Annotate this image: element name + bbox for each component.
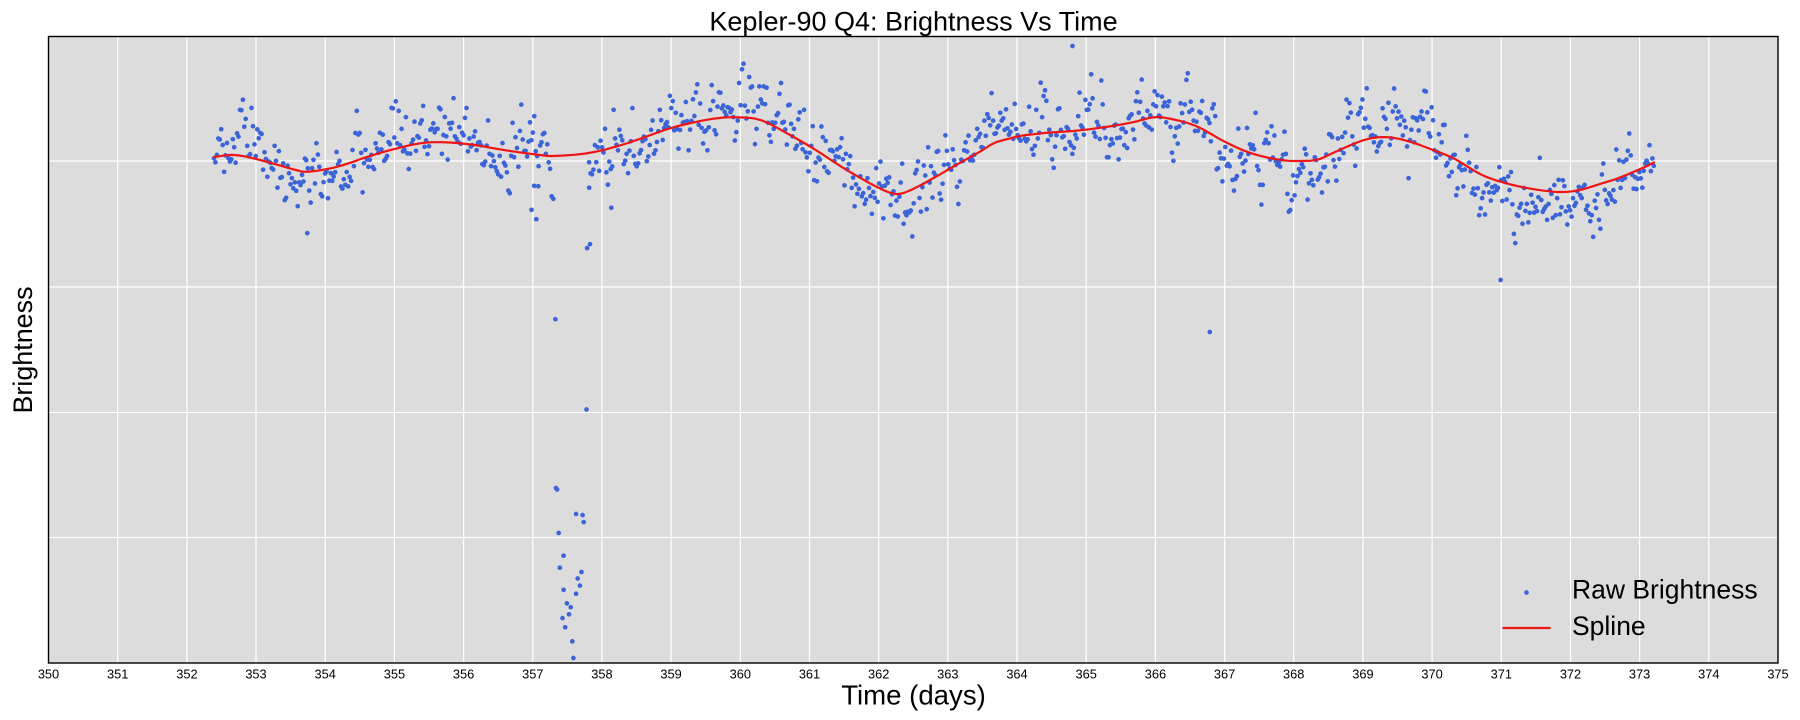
svg-text:354: 354: [315, 667, 336, 682]
svg-text:363: 363: [937, 667, 958, 682]
svg-text:365: 365: [1076, 667, 1097, 682]
svg-text:359: 359: [660, 667, 681, 682]
svg-text:373: 373: [1629, 667, 1650, 682]
svg-text:Kepler-90 Q4: Brightness Vs Ti: Kepler-90 Q4: Brightness Vs Time: [709, 7, 1117, 37]
svg-text:375: 375: [1767, 667, 1788, 682]
svg-text:352: 352: [176, 667, 197, 682]
svg-text:367: 367: [1214, 667, 1235, 682]
svg-text:361: 361: [799, 667, 820, 682]
svg-text:Brightness: Brightness: [8, 286, 38, 413]
svg-text:Spline: Spline: [1572, 611, 1646, 641]
svg-text:372: 372: [1560, 667, 1581, 682]
svg-text:353: 353: [245, 667, 266, 682]
svg-text:358: 358: [591, 667, 612, 682]
svg-text:374: 374: [1698, 667, 1719, 682]
svg-text:368: 368: [1283, 667, 1304, 682]
svg-text:350: 350: [38, 667, 59, 682]
svg-text:371: 371: [1491, 667, 1512, 682]
svg-text:369: 369: [1352, 667, 1373, 682]
svg-text:351: 351: [107, 667, 128, 682]
svg-text:Raw Brightness: Raw Brightness: [1572, 575, 1758, 605]
svg-text:366: 366: [1145, 667, 1166, 682]
svg-text:370: 370: [1421, 667, 1442, 682]
svg-text:356: 356: [453, 667, 474, 682]
svg-text:355: 355: [384, 667, 405, 682]
svg-text:360: 360: [730, 667, 751, 682]
svg-text:Time (days): Time (days): [841, 680, 986, 711]
svg-text:364: 364: [1006, 667, 1027, 682]
svg-text:357: 357: [522, 667, 543, 682]
svg-text:362: 362: [868, 667, 889, 682]
